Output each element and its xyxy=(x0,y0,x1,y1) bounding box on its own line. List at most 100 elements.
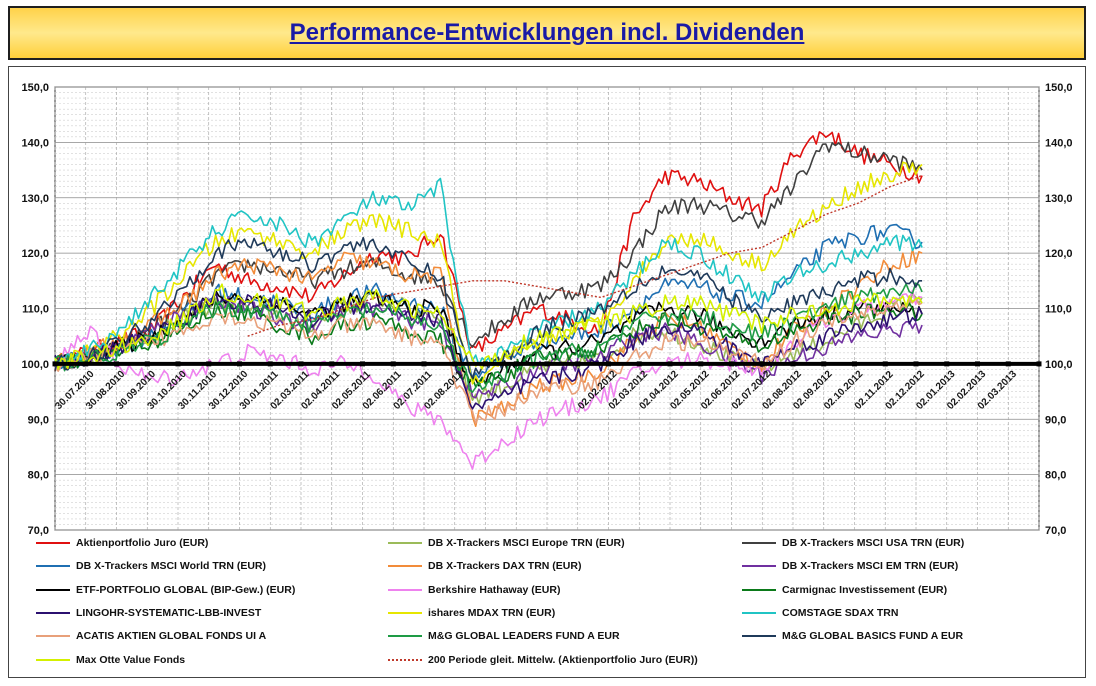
series-line xyxy=(54,161,923,385)
baseline-marker xyxy=(206,361,212,367)
legend-item: ACATIS AKTIEN GLOBAL FONDS UI A xyxy=(36,630,266,642)
baseline-marker xyxy=(698,361,704,367)
legend-swatch xyxy=(388,588,422,591)
legend-label: LINGOHR-SYSTEMATIC-LBB-INVEST xyxy=(76,606,262,619)
legend-item: COMSTAGE SDAX TRN xyxy=(742,607,898,619)
series-line xyxy=(54,291,923,410)
chart-title: Performance-Entwicklungen incl. Dividend… xyxy=(289,19,805,46)
baseline-marker xyxy=(821,361,827,367)
legend-swatch xyxy=(742,542,776,544)
y-tick-label-left: 110,0 xyxy=(22,304,49,316)
baseline-marker xyxy=(114,361,119,367)
y-tick-label-right: 80,0 xyxy=(1045,470,1066,482)
legend-swatch xyxy=(36,658,70,661)
legend-item: Max Otte Value Fonds xyxy=(36,654,185,666)
baseline-marker xyxy=(575,361,581,367)
legend-swatch xyxy=(36,588,70,591)
baseline-marker xyxy=(944,361,950,367)
y-tick-label-left: 90,0 xyxy=(28,414,49,426)
legend-label: DB X-Trackers MSCI USA TRN (EUR) xyxy=(782,537,965,549)
baseline-marker xyxy=(636,361,642,367)
baseline-marker xyxy=(237,361,242,367)
legend-item: Berkshire Hathaway (EUR) xyxy=(388,584,560,596)
legend-swatch xyxy=(742,588,776,591)
legend-swatch xyxy=(36,542,70,544)
legend-item: DB X-Trackers MSCI USA TRN (EUR) xyxy=(742,537,964,549)
baseline-marker xyxy=(790,361,796,367)
baseline-marker xyxy=(1036,361,1042,367)
series-line xyxy=(54,141,923,372)
legend-item: 200 Periode gleit. Mittelw. (Aktienportf… xyxy=(388,654,698,666)
legend-label: DB X-Trackers DAX TRN (EUR) xyxy=(428,560,582,573)
series-line xyxy=(54,301,923,388)
legend-swatch xyxy=(388,542,422,544)
baseline-marker xyxy=(975,361,980,367)
y-tick-label-left: 120,0 xyxy=(21,248,49,260)
baseline-marker xyxy=(1005,361,1011,367)
legend-label: COMSTAGE SDAX TRN xyxy=(782,606,899,619)
baseline-marker xyxy=(729,361,734,367)
baseline-marker xyxy=(329,361,335,367)
legend-label: DB X-Trackers MSCI World TRN (EUR) xyxy=(76,560,266,573)
legend-item: Aktienportfolio Juro (EUR) xyxy=(36,537,208,549)
chart-frame: 150,0 150,0 140,0 140,0 130,0 130,0 120,0 120,0… xyxy=(8,66,1086,678)
series-line xyxy=(54,297,923,425)
baseline-marker xyxy=(360,361,365,367)
y-tick-label-left: 70,0 xyxy=(28,525,49,537)
y-tick-label-left: 100,0 xyxy=(21,359,49,371)
legend-label: Max Otte Value Fonds xyxy=(76,653,186,666)
legend-swatch xyxy=(388,658,422,661)
y-tick-label-right: 70,0 xyxy=(1045,525,1066,537)
baseline-marker xyxy=(759,361,765,367)
baseline-marker xyxy=(882,361,888,367)
y-tick-label-left: 150,0 xyxy=(21,82,49,94)
legend-item: M&G GLOBAL LEADERS FUND A EUR xyxy=(388,630,620,642)
legend-label: M&G GLOBAL BASICS FUND A EUR xyxy=(782,630,964,643)
y-tick-label-right: 150,0 xyxy=(1045,82,1073,94)
legend-label: ishares MDAX TRN (EUR) xyxy=(428,606,556,619)
y-tick-label-right: 110,0 xyxy=(1045,304,1072,316)
legend-swatch xyxy=(742,611,776,614)
legend-label: Aktienportfolio Juro (EUR) xyxy=(76,537,209,549)
legend-swatch xyxy=(388,635,422,638)
baseline-marker xyxy=(606,361,611,367)
legend-swatch xyxy=(742,565,776,568)
baseline-marker xyxy=(83,361,89,367)
y-tick-label-right: 90,0 xyxy=(1045,414,1066,426)
y-tick-label-left: 80,0 xyxy=(28,470,49,482)
legend-label: DB X-Trackers MSCI EM TRN (EUR) xyxy=(782,560,959,573)
line-chart: 150,0 150,0 140,0 140,0 130,0 130,0 120,0 120,0… xyxy=(21,82,1073,537)
legend-item: DB X-Trackers MSCI Europe TRN (EUR) xyxy=(388,537,625,549)
legend-item: DB X-Trackers MSCI World TRN (EUR) xyxy=(36,560,266,572)
baseline-marker xyxy=(913,361,919,367)
legend-item: ishares MDAX TRN (EUR) xyxy=(388,607,555,619)
legend-label: Carmignac Investissement (EUR) xyxy=(782,583,948,596)
legend-swatch xyxy=(36,611,70,614)
y-tick-label-left: 130,0 xyxy=(21,193,49,205)
baseline-marker xyxy=(144,361,150,367)
baseline-marker xyxy=(267,361,273,367)
baseline-marker xyxy=(298,361,304,367)
legend-label: Berkshire Hathaway (EUR) xyxy=(428,583,561,596)
series-line xyxy=(54,283,923,370)
legend-label: M&G GLOBAL LEADERS FUND A EUR xyxy=(428,630,620,643)
legend-item: DB X-Trackers MSCI EM TRN (EUR) xyxy=(742,560,958,572)
legend-item: DB X-Trackers DAX TRN (EUR) xyxy=(388,560,581,572)
series-line xyxy=(247,174,923,337)
baseline-marker xyxy=(421,361,427,367)
legend-item: LINGOHR-SYSTEMATIC-LBB-INVEST xyxy=(36,607,261,619)
baseline-marker xyxy=(175,361,181,367)
chart-title-box: Performance-Entwicklungen incl. Dividend… xyxy=(8,6,1086,60)
baseline-marker xyxy=(544,361,550,367)
legend-label: DB X-Trackers MSCI Europe TRN (EUR) xyxy=(428,537,625,549)
series-line xyxy=(54,177,923,367)
legend-swatch xyxy=(388,611,422,614)
y-tick-label-right: 130,0 xyxy=(1045,193,1073,205)
legend-item: ETF-PORTFOLIO GLOBAL (BIP-Gew.) (EUR) xyxy=(36,584,295,596)
baseline-marker xyxy=(667,361,673,367)
series-line xyxy=(54,282,923,393)
baseline-marker xyxy=(483,361,488,367)
y-tick-label-right: 140,0 xyxy=(1045,137,1073,149)
legend-label: 200 Periode gleit. Mittelw. (Aktienportf… xyxy=(428,653,698,666)
baseline-marker xyxy=(52,361,58,367)
